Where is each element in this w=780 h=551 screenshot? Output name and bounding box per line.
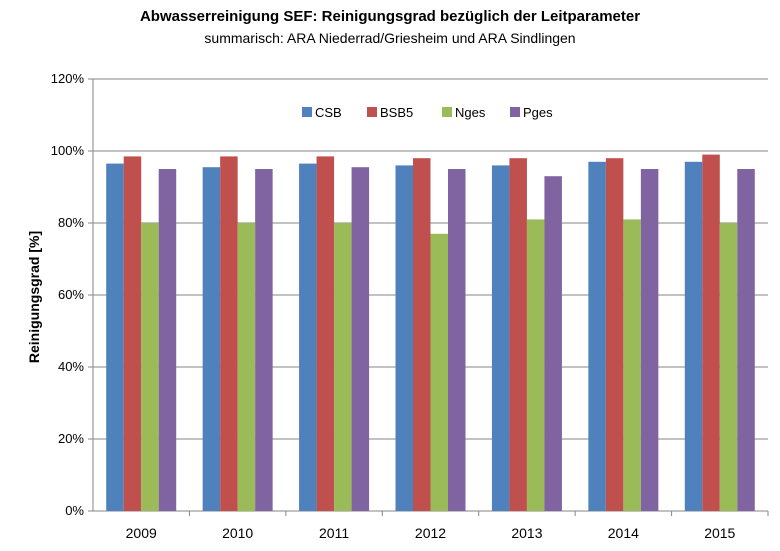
bar-pges-2009 [158, 169, 177, 511]
bar-csb-2010 [202, 167, 221, 511]
category-labels: 2009 2010 2011 2012 2013 2014 2015 [126, 525, 736, 541]
y-tick-label: 40% [58, 359, 84, 374]
bar-csb-2013 [491, 165, 510, 511]
bar-pges-2013 [544, 176, 562, 511]
bar-nges-2012 [430, 233, 448, 512]
x-tick-label: 2013 [511, 525, 542, 541]
legend-item-nges: Nges [442, 105, 486, 120]
legend-swatch [510, 107, 520, 117]
legend-label: BSB5 [380, 105, 413, 120]
bar-bsb5-2011 [316, 156, 335, 511]
legend-label: Nges [455, 105, 486, 120]
y-tick-label: 100% [51, 143, 85, 158]
x-tick-label: 2014 [608, 525, 639, 541]
legend-swatch [442, 107, 452, 117]
bar-pges-2015 [737, 169, 755, 511]
bars [106, 154, 755, 512]
x-tick-label: 2010 [222, 525, 253, 541]
legend-item-pges: Pges [510, 105, 553, 120]
bar-csb-2012 [395, 165, 413, 511]
bar-nges-2009 [141, 223, 159, 511]
chart-title: Abwasserreinigung SEF: Reinigungsgrad be… [139, 8, 641, 25]
y-tick-label: 20% [58, 431, 84, 446]
y-tick-label: 0% [65, 503, 84, 518]
x-tick-label: 2012 [415, 525, 446, 541]
bar-pges-2010 [255, 169, 273, 511]
tick-labels: 0% 20% 40% 60% 80% 100% 120% [51, 71, 85, 518]
legend-item-csb: CSB [302, 105, 342, 120]
legend-label: CSB [315, 105, 342, 120]
x-tick-label: 2015 [704, 525, 735, 541]
bar-nges-2014 [623, 219, 641, 511]
x-tick-label: 2009 [126, 525, 157, 541]
bar-csb-2015 [684, 161, 703, 512]
bar-bsb5-2009 [123, 156, 142, 511]
bar-bsb5-2010 [220, 156, 238, 511]
bar-nges-2011 [334, 223, 352, 511]
y-tick-label: 120% [51, 71, 85, 86]
bar-csb-2014 [588, 161, 606, 512]
bar-nges-2013 [526, 219, 545, 511]
legend: CSB BSB5 Nges Pges [302, 105, 553, 120]
bar-csb-2009 [106, 163, 124, 511]
legend-label: Pges [523, 105, 553, 120]
x-tick-label: 2011 [319, 525, 349, 541]
bar-nges-2015 [719, 223, 738, 511]
bar-pges-2014 [640, 169, 659, 511]
bar-bsb5-2013 [509, 158, 527, 511]
legend-swatch [367, 107, 377, 117]
bar-pges-2011 [351, 167, 370, 511]
legend-item-bsb5: BSB5 [367, 105, 413, 120]
bar-bsb5-2015 [702, 154, 720, 511]
bar-pges-2012 [448, 169, 466, 511]
bar-bsb5-2012 [413, 158, 431, 511]
bar-bsb5-2014 [605, 158, 624, 511]
y-tick-label: 60% [58, 287, 84, 302]
bar-csb-2011 [299, 163, 317, 511]
chart-subtitle: summarisch: ARA Niederrad/Griesheim und … [204, 30, 576, 46]
y-axis-label: Reinigungsgrad [%] [26, 231, 42, 363]
y-tick-label: 80% [58, 215, 84, 230]
legend-swatch [302, 107, 312, 117]
bar-nges-2010 [237, 223, 256, 511]
